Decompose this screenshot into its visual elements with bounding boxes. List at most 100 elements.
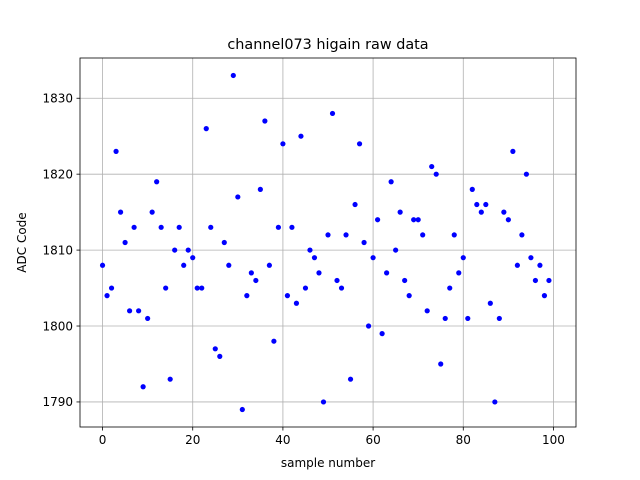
data-point xyxy=(289,224,295,230)
data-point xyxy=(244,293,250,299)
data-point xyxy=(541,293,548,299)
data-point xyxy=(474,201,480,208)
data-point xyxy=(334,277,340,284)
data-point xyxy=(307,247,313,253)
data-point xyxy=(320,399,327,405)
data-point xyxy=(99,262,106,268)
data-point xyxy=(217,353,223,359)
data-point xyxy=(284,293,291,299)
data-point xyxy=(451,232,457,238)
data-point xyxy=(172,247,178,253)
data-point xyxy=(483,201,489,208)
x-axis-ticks: 0 20 40 60 80 100 xyxy=(99,427,565,447)
data-point xyxy=(163,285,169,291)
data-point xyxy=(316,270,322,276)
data-point xyxy=(456,270,462,276)
data-point xyxy=(176,224,182,230)
data-point xyxy=(438,361,444,367)
data-point xyxy=(266,262,272,268)
data-point xyxy=(365,323,372,329)
data-point xyxy=(352,201,358,208)
data-point xyxy=(230,72,236,79)
data-point xyxy=(420,232,426,238)
data-point xyxy=(523,171,530,177)
y-tick-label: 1820 xyxy=(42,167,73,181)
data-point xyxy=(131,224,137,230)
data-point xyxy=(185,247,191,253)
data-point xyxy=(298,133,304,139)
data-point xyxy=(145,315,151,322)
data-point xyxy=(199,285,205,291)
data-point xyxy=(226,262,232,268)
data-point xyxy=(208,224,214,230)
data-point xyxy=(361,239,367,246)
data-point xyxy=(501,209,507,215)
data-point xyxy=(402,277,408,284)
data-point xyxy=(181,262,187,268)
data-point xyxy=(122,239,128,246)
x-tick-label: 60 xyxy=(365,433,380,447)
data-point xyxy=(411,217,417,223)
x-tick-label: 80 xyxy=(456,433,471,447)
data-point xyxy=(406,293,412,299)
data-point xyxy=(262,118,268,124)
data-point xyxy=(271,338,277,344)
data-point xyxy=(190,255,196,261)
x-tick-label: 20 xyxy=(185,433,200,447)
data-point xyxy=(311,255,318,261)
data-point xyxy=(505,217,511,223)
data-point xyxy=(167,376,173,382)
data-point xyxy=(253,277,259,284)
data-point xyxy=(221,239,227,246)
data-point xyxy=(117,209,124,215)
data-point xyxy=(212,346,218,352)
data-point xyxy=(154,179,160,185)
data-point xyxy=(460,255,466,261)
data-point xyxy=(370,255,376,261)
y-tick-label: 1800 xyxy=(42,319,73,333)
y-tick-label: 1830 xyxy=(42,92,73,106)
data-point xyxy=(248,270,254,276)
data-point xyxy=(514,262,520,268)
data-point xyxy=(424,308,430,314)
x-tick-label: 100 xyxy=(542,433,565,447)
data-point xyxy=(338,285,345,291)
data-point xyxy=(356,141,363,147)
data-point xyxy=(302,285,309,291)
data-point xyxy=(532,277,539,284)
y-tick-label: 1810 xyxy=(42,243,73,257)
data-point xyxy=(343,232,349,238)
data-point xyxy=(546,277,552,284)
y-tick-label: 1790 xyxy=(42,395,73,409)
data-point xyxy=(442,315,448,322)
data-point xyxy=(293,300,300,306)
chart-title: channel073 higain raw data xyxy=(227,37,428,53)
data-point xyxy=(433,171,439,177)
data-point xyxy=(158,224,164,230)
data-point xyxy=(127,308,133,314)
data-point xyxy=(375,217,381,223)
data-point xyxy=(136,308,142,314)
data-point xyxy=(104,293,110,299)
data-point xyxy=(478,209,484,215)
data-point xyxy=(496,315,502,322)
data-point xyxy=(140,384,146,390)
data-point xyxy=(379,331,385,337)
data-point xyxy=(519,232,525,238)
data-point xyxy=(108,285,115,291)
data-point xyxy=(149,209,155,215)
data-point xyxy=(415,217,421,223)
grid-lines xyxy=(80,58,576,427)
data-point xyxy=(113,148,119,154)
plot-frame xyxy=(79,57,577,428)
data-point xyxy=(384,270,390,276)
data-point xyxy=(194,285,200,291)
data-point xyxy=(239,406,245,413)
data-point xyxy=(257,186,263,192)
data-point xyxy=(203,126,209,132)
data-point xyxy=(388,179,394,185)
data-points xyxy=(99,72,552,413)
x-tick-label: 0 xyxy=(99,433,107,447)
